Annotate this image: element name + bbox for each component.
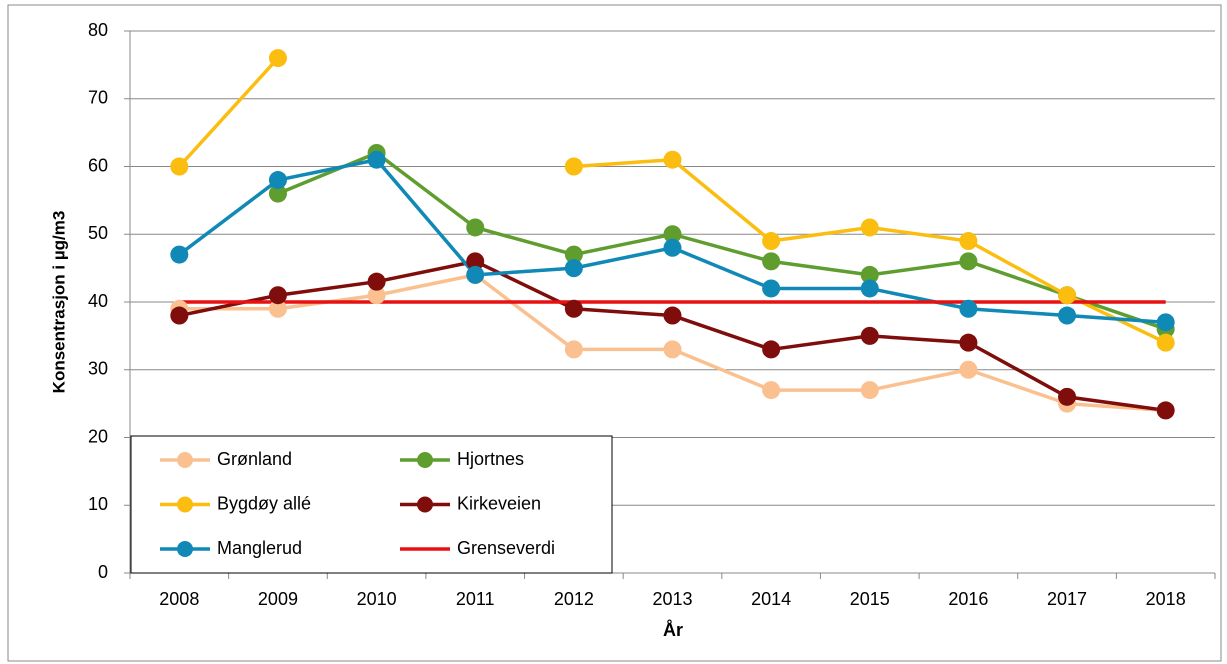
data-point — [959, 232, 978, 251]
y-axis-title: Konsentrasjon i µg/m3 — [49, 211, 68, 394]
data-point — [170, 306, 189, 325]
data-point — [663, 225, 682, 244]
data-point — [268, 286, 287, 305]
data-point — [663, 150, 682, 169]
data-point — [170, 157, 189, 176]
x-tick-label: 2010 — [357, 589, 397, 609]
y-tick-label: 80 — [88, 20, 108, 40]
legend-box — [130, 435, 613, 574]
y-tick-label: 40 — [88, 291, 108, 311]
data-point — [466, 265, 485, 284]
data-point — [466, 218, 485, 237]
y-tick-label: 20 — [88, 426, 108, 446]
data-point — [367, 150, 386, 169]
data-point — [663, 340, 682, 359]
y-tick-label: 0 — [98, 562, 108, 582]
data-point — [564, 245, 583, 264]
y-tick-label: 10 — [88, 494, 108, 514]
data-point — [170, 245, 189, 264]
data-point — [860, 265, 879, 284]
data-point — [762, 232, 781, 251]
data-point — [367, 272, 386, 291]
y-tick-label: 60 — [88, 155, 108, 175]
data-point — [1058, 286, 1077, 305]
data-point — [1156, 313, 1175, 332]
data-point — [367, 286, 386, 305]
data-point — [860, 218, 879, 237]
data-point — [762, 340, 781, 359]
data-point — [762, 279, 781, 298]
y-tick-label: 50 — [88, 223, 108, 243]
data-point — [1156, 333, 1175, 352]
x-tick-label: 2012 — [554, 589, 594, 609]
legend-marker — [177, 496, 193, 513]
x-tick-label: 2015 — [850, 589, 890, 609]
data-point — [1058, 306, 1077, 325]
x-tick-label: 2009 — [258, 589, 298, 609]
y-tick-label: 70 — [88, 88, 108, 108]
data-point — [268, 184, 287, 203]
legend-label: Grønland — [217, 449, 292, 469]
x-tick-label: 2011 — [456, 589, 495, 609]
data-point — [959, 299, 978, 318]
data-point — [564, 299, 583, 318]
data-point — [564, 259, 583, 278]
series-line — [178, 56, 1167, 345]
legend-marker — [177, 541, 193, 557]
legend-label: Kirkeveien — [457, 493, 541, 513]
data-point — [860, 326, 879, 345]
legend-label: Hjortnes — [457, 449, 524, 469]
data-point — [959, 252, 978, 271]
legend-label: Manglerud — [217, 538, 302, 558]
x-tick-label: 2017 — [1047, 589, 1087, 609]
data-point — [268, 49, 287, 68]
data-point — [959, 360, 978, 379]
data-point — [663, 238, 682, 257]
data-point — [564, 157, 583, 176]
x-tick-label: 2013 — [652, 589, 692, 609]
data-point — [959, 333, 978, 352]
data-point — [268, 171, 287, 190]
data-point — [268, 299, 287, 318]
legend-marker — [417, 452, 433, 468]
data-point — [564, 340, 583, 359]
data-point — [762, 252, 781, 271]
legend-label: Bygdøy allé — [217, 493, 311, 513]
series-line — [277, 151, 1167, 331]
x-tick-label: 2014 — [751, 589, 791, 609]
data-point — [466, 252, 485, 271]
data-point — [860, 381, 879, 400]
legend-marker — [177, 452, 193, 468]
legend-label: Grenseverdi — [457, 538, 555, 558]
data-point — [860, 279, 879, 298]
chart-border — [7, 4, 1222, 662]
x-tick-label: 2016 — [948, 589, 988, 609]
data-point — [762, 381, 781, 400]
data-point — [1058, 387, 1077, 406]
y-tick-label: 30 — [88, 359, 108, 379]
x-tick-label: 2018 — [1146, 589, 1186, 609]
x-tick-label: 2008 — [159, 589, 199, 609]
data-point — [663, 306, 682, 325]
data-point — [1156, 401, 1175, 420]
legend-marker — [417, 496, 433, 513]
x-axis-title: År — [663, 620, 683, 640]
